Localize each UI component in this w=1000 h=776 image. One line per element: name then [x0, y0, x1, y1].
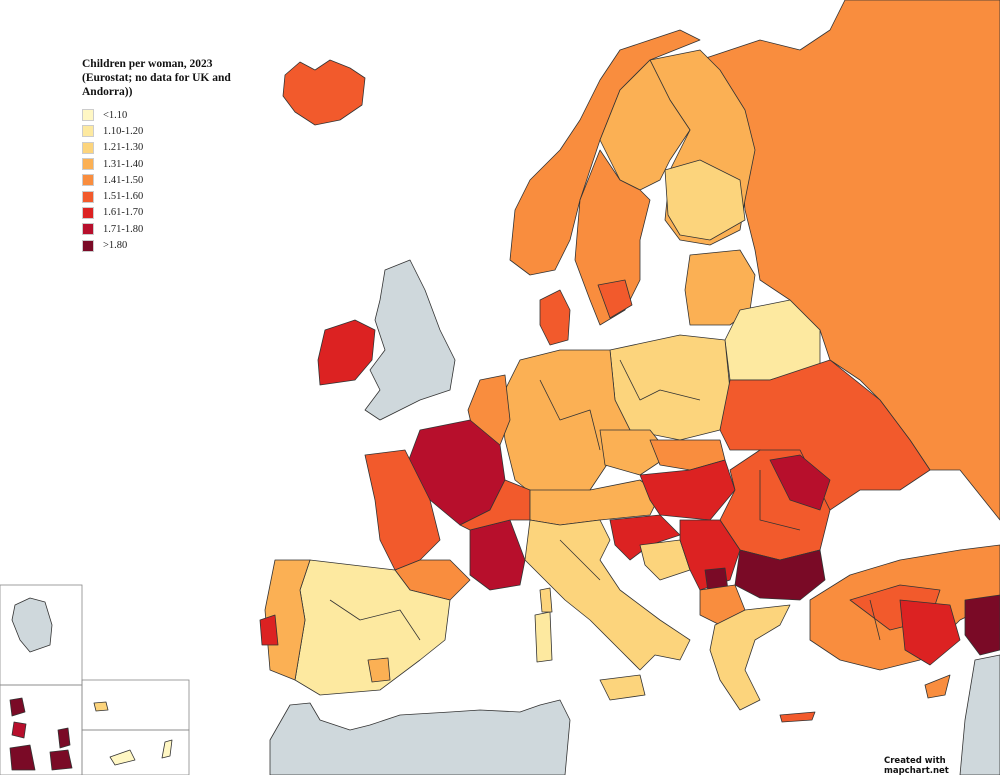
region-bosnia [639, 539, 691, 581]
legend-label: <1.10 [103, 109, 128, 121]
legend-item: 1.61-1.70 [82, 205, 262, 221]
legend-item: 1.31-1.40 [82, 156, 262, 172]
legend-item: 1.10-1.20 [82, 123, 262, 139]
legend-title-line: Andorra)) [82, 86, 133, 98]
legend-item: >1.80 [82, 237, 262, 253]
inset-madeira [93, 701, 109, 712]
region-denmark [539, 289, 571, 346]
legend-title-line: Children per woman, 2023 [82, 58, 213, 70]
inset-martinique [11, 721, 27, 739]
legend-label: >1.80 [103, 240, 128, 252]
inset-canaries [109, 739, 173, 766]
legend-swatch [82, 190, 94, 203]
inset-guadeloupe [9, 697, 26, 717]
legend-swatch [82, 174, 94, 187]
legend-label: 1.10-1.20 [103, 125, 144, 137]
legend: Children per woman, 2023 (Eurostat; no d… [82, 57, 262, 254]
legend-swatch [82, 125, 94, 138]
region-sardinia [534, 611, 553, 663]
region-france-southeast [469, 519, 526, 591]
region-finland-south [664, 159, 746, 241]
legend-title: Children per woman, 2023 (Eurostat; no d… [82, 57, 262, 99]
region-norway [509, 29, 701, 276]
region-iceland [282, 59, 366, 126]
region-bulgaria [734, 549, 826, 601]
legend-label: 1.61-1.70 [103, 207, 144, 219]
region-spain-murcia [367, 657, 391, 683]
region-sicily [599, 674, 646, 701]
region-germany [499, 349, 631, 501]
inset-svalbard [11, 597, 53, 653]
legend-label: 1.71-1.80 [103, 223, 144, 235]
region-portugal-lisbon [259, 614, 279, 646]
region-uk [364, 259, 456, 421]
legend-label: 1.21-1.30 [103, 142, 144, 154]
region-cyprus [924, 674, 951, 699]
region-turkey-southeast [964, 594, 1000, 656]
region-sweden-smaland [597, 279, 633, 319]
region-crete [779, 711, 816, 723]
inset-mayotte [57, 727, 71, 749]
region-italy [524, 519, 691, 671]
legend-label: 1.41-1.50 [103, 174, 144, 186]
legend-label: 1.31-1.40 [103, 158, 144, 170]
legend-label: 1.51-1.60 [103, 191, 144, 203]
legend-item: 1.71-1.80 [82, 221, 262, 237]
region-poland [609, 334, 731, 441]
region-sweden-south [574, 149, 651, 326]
legend-item: 1.51-1.60 [82, 188, 262, 204]
inset-guyane [9, 744, 36, 771]
legend-swatch [82, 223, 94, 236]
legend-item: 1.41-1.50 [82, 172, 262, 188]
legend-swatch [82, 239, 94, 252]
legend-swatch [82, 206, 94, 219]
region-greece [709, 604, 791, 711]
region-corsica [539, 587, 553, 613]
region-turkey-south [899, 599, 961, 666]
legend-title-line: (Eurostat; no data for UK and [82, 72, 231, 84]
legend-swatch [82, 158, 94, 171]
legend-item: <1.10 [82, 107, 262, 123]
credit-text: Created with mapchart.net [884, 756, 949, 776]
region-romania-ne [769, 454, 831, 511]
region-north-africa [269, 699, 571, 775]
legend-swatch [82, 109, 94, 122]
region-middle-east [959, 654, 1000, 775]
legend-swatch [82, 141, 94, 154]
legend-item: 1.21-1.30 [82, 140, 262, 156]
region-ireland [317, 319, 376, 386]
region-ukraine [719, 359, 931, 511]
inset-reunion [49, 749, 73, 771]
region-hungary [639, 459, 736, 521]
